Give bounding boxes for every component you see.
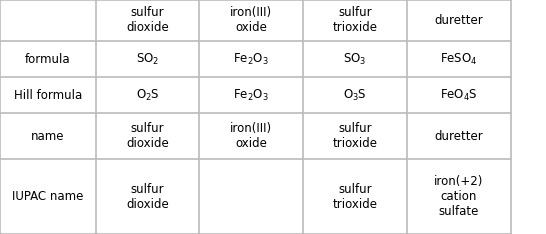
Text: iron(+2)
cation
sulfate: iron(+2) cation sulfate xyxy=(434,175,483,218)
Text: sulfur
dioxide: sulfur dioxide xyxy=(126,183,169,211)
Text: $\mathrm{Fe_2O_3}$: $\mathrm{Fe_2O_3}$ xyxy=(233,88,269,103)
Text: sulfur
trioxide: sulfur trioxide xyxy=(333,7,377,34)
Text: sulfur
trioxide: sulfur trioxide xyxy=(333,183,377,211)
Text: $\mathrm{O_2S}$: $\mathrm{O_2S}$ xyxy=(135,88,159,103)
Text: duretter: duretter xyxy=(434,130,483,143)
Text: formula: formula xyxy=(25,53,70,66)
Text: $\mathrm{SO_3}$: $\mathrm{SO_3}$ xyxy=(343,51,366,67)
Text: $\mathrm{Fe_2O_3}$: $\mathrm{Fe_2O_3}$ xyxy=(233,51,269,67)
Text: sulfur
dioxide: sulfur dioxide xyxy=(126,122,169,150)
Text: sulfur
dioxide: sulfur dioxide xyxy=(126,7,169,34)
Text: $\mathrm{FeO_4S}$: $\mathrm{FeO_4S}$ xyxy=(440,88,478,103)
Text: Hill formula: Hill formula xyxy=(14,89,82,102)
Text: $\mathrm{O_3S}$: $\mathrm{O_3S}$ xyxy=(343,88,367,103)
Text: $\mathrm{SO_2}$: $\mathrm{SO_2}$ xyxy=(136,51,159,67)
Text: sulfur
trioxide: sulfur trioxide xyxy=(333,122,377,150)
Text: iron(III)
oxide: iron(III) oxide xyxy=(230,7,272,34)
Text: duretter: duretter xyxy=(434,14,483,27)
Text: $\mathrm{FeSO_4}$: $\mathrm{FeSO_4}$ xyxy=(440,51,477,67)
Text: IUPAC name: IUPAC name xyxy=(12,190,84,203)
Text: iron(III)
oxide: iron(III) oxide xyxy=(230,122,272,150)
Text: name: name xyxy=(31,130,64,143)
